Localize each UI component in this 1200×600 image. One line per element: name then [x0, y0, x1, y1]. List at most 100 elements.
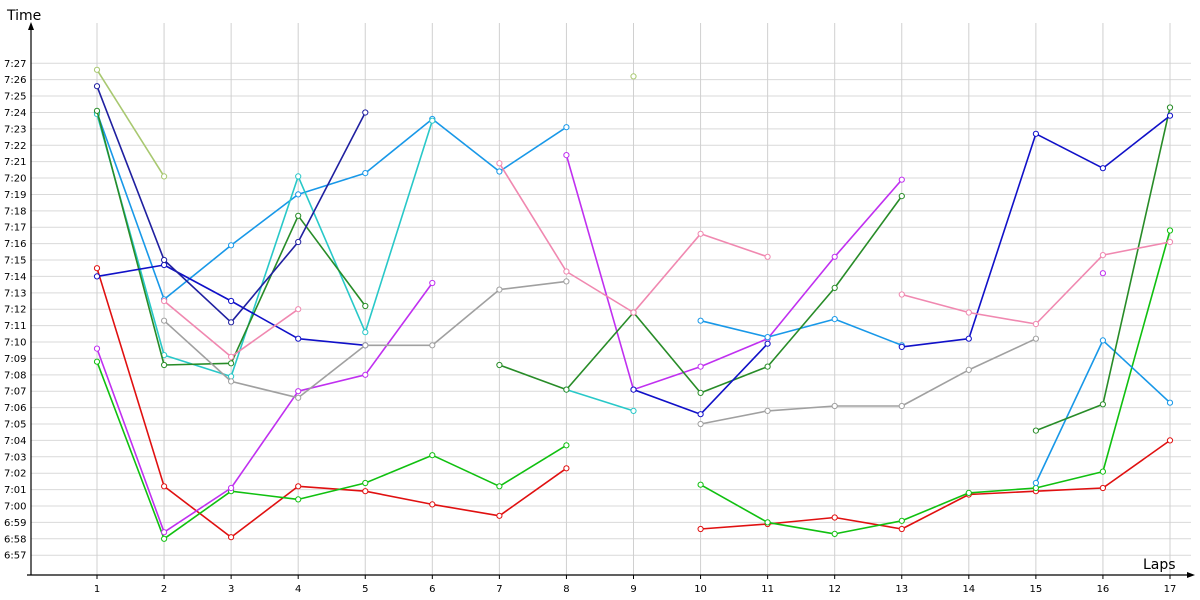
data-point [1099, 270, 1107, 277]
y-tick-label: 7:27 [4, 59, 26, 70]
data-point [93, 358, 101, 365]
data-point [831, 402, 838, 410]
data-point [898, 402, 905, 410]
data-point [965, 309, 972, 316]
data-point [496, 361, 503, 369]
x-tick-label: 7 [496, 584, 502, 595]
x-tick-label: 14 [962, 584, 975, 595]
data-point [496, 168, 503, 175]
data-point [362, 329, 369, 336]
data-point [764, 340, 771, 347]
axes [27, 22, 1195, 579]
y-tick-label: 7:26 [4, 75, 26, 86]
data-point [1032, 479, 1040, 487]
y-tick-label: 7:00 [4, 502, 26, 513]
data-point [831, 530, 838, 538]
data-point [228, 534, 235, 541]
y-tick-label: 7:05 [4, 420, 26, 431]
data-point [898, 343, 905, 350]
x-tick-label: 2 [161, 584, 167, 595]
data-point [429, 501, 436, 508]
data-point [1166, 437, 1174, 444]
x-tick-label: 1 [94, 584, 100, 595]
data-point [898, 517, 905, 524]
series-line [96, 282, 433, 534]
x-tick-label: 9 [630, 584, 636, 595]
y-tick-label: 7:19 [4, 190, 26, 201]
data-point [93, 66, 101, 73]
x-tick-label: 6 [429, 584, 435, 595]
x-tick-label: 17 [1164, 584, 1177, 595]
y-tick-label: 7:20 [4, 174, 26, 185]
data-point [362, 371, 369, 378]
data-point [295, 394, 302, 401]
data-point [630, 407, 637, 414]
data-point [496, 286, 503, 293]
data-point [1166, 112, 1174, 119]
x-tick-label: 5 [362, 584, 368, 595]
data-point [295, 212, 302, 219]
data-point [697, 525, 704, 533]
data-point [697, 481, 704, 488]
data-point [228, 360, 235, 367]
series-group [93, 66, 1174, 542]
y-tick-label: 7:13 [4, 288, 26, 299]
data-point [630, 386, 637, 393]
data-point [93, 273, 101, 280]
data-point [93, 345, 101, 352]
y-tick-label: 7:21 [4, 157, 26, 168]
data-point [1032, 427, 1040, 434]
data-point [630, 73, 637, 80]
data-point [429, 279, 436, 287]
data-point [965, 335, 972, 342]
data-point [295, 496, 302, 503]
data-point [1032, 130, 1040, 137]
data-point [161, 483, 168, 490]
y-tick-label: 7:14 [4, 272, 26, 283]
x-tick-label: 12 [828, 584, 841, 595]
x-tick-label: 3 [228, 584, 234, 595]
data-point [697, 420, 704, 428]
x-tick-label: 8 [563, 584, 569, 595]
data-point [295, 335, 302, 342]
data-point [563, 465, 570, 472]
data-point [764, 253, 771, 260]
data-point [1166, 104, 1174, 111]
series-1 [93, 265, 1174, 541]
x-tick-label: 10 [694, 584, 707, 595]
data-point [831, 284, 838, 291]
series-line [700, 230, 1171, 535]
data-point [630, 309, 637, 316]
series-line [700, 318, 903, 347]
data-point [295, 191, 302, 198]
series-line [566, 388, 634, 412]
data-point [697, 389, 704, 396]
y-tick-label: 6:59 [4, 518, 26, 529]
data-point [697, 363, 704, 370]
data-point [362, 170, 369, 177]
data-point [161, 256, 168, 264]
data-point [496, 512, 503, 519]
x-axis-arrow [1187, 572, 1195, 578]
series-3 [93, 152, 1107, 536]
data-point [1099, 252, 1107, 259]
data-point [1032, 320, 1040, 328]
y-tick-label: 7:07 [4, 387, 26, 398]
series-line [96, 69, 165, 177]
data-point [362, 479, 369, 487]
data-point [697, 317, 704, 324]
series-line [700, 337, 1037, 425]
data-point [1032, 335, 1040, 342]
data-point [295, 483, 302, 490]
y-tick-label: 7:17 [4, 223, 26, 234]
y-axis-arrow [28, 22, 34, 30]
x-tick-label: 4 [295, 584, 301, 595]
series-2 [93, 227, 1174, 542]
data-point [161, 261, 168, 269]
data-point [295, 173, 302, 180]
series-11 [93, 66, 637, 180]
y-tick-label: 7:08 [4, 370, 26, 381]
data-point [93, 107, 101, 114]
x-tick-label: 11 [761, 584, 774, 595]
